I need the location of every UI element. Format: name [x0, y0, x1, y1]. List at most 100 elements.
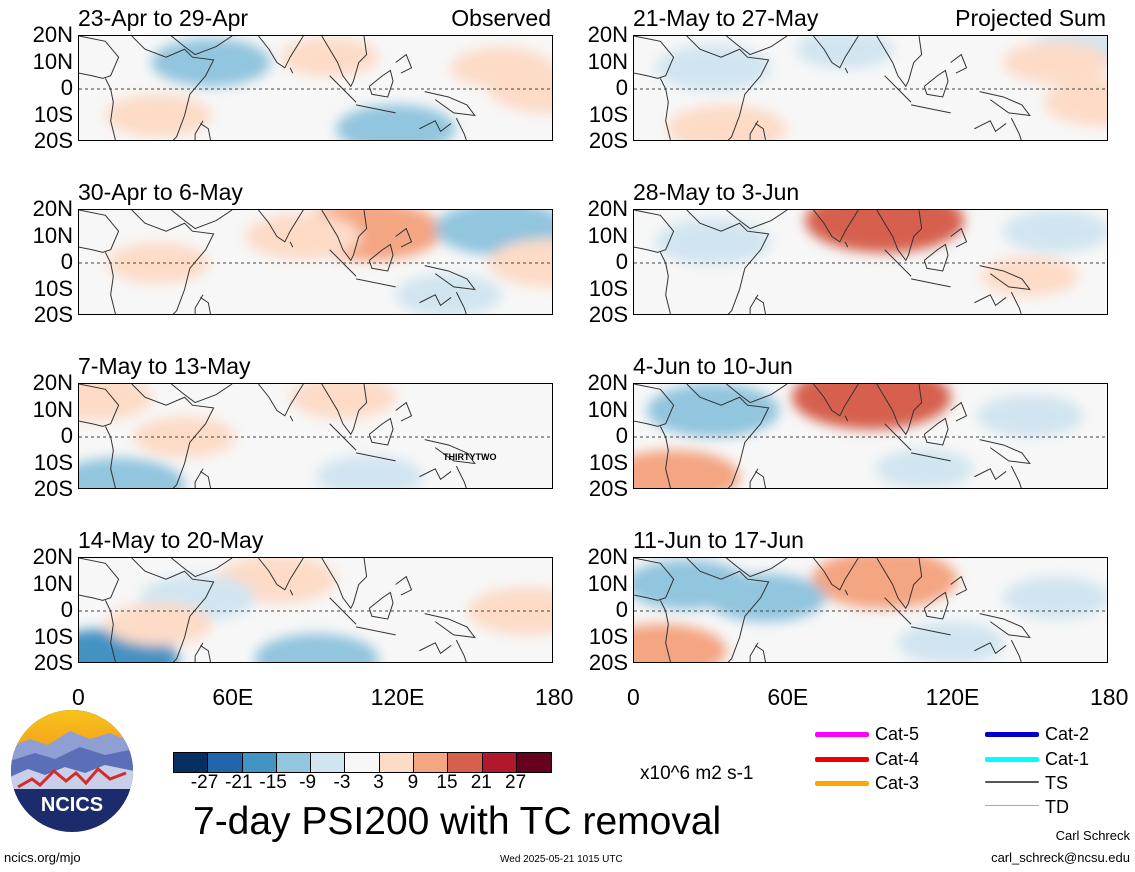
coastline: [194, 642, 204, 662]
colorbar-swatch: [345, 753, 380, 772]
legend-label: TD: [1045, 797, 1069, 817]
coastline: [395, 227, 413, 248]
coastline: [200, 471, 212, 488]
anomaly-blob: [133, 416, 236, 458]
coastline: [329, 75, 357, 103]
coastline: [910, 626, 951, 636]
coastline: [289, 415, 294, 422]
anomaly-blob: [666, 104, 787, 140]
coastline: [424, 91, 476, 117]
coastline: [844, 415, 849, 422]
coastline: [355, 626, 396, 636]
colorbar-tick-label: 27: [505, 772, 527, 793]
coastline: [813, 558, 859, 591]
coastline: [659, 78, 671, 140]
coastline: [686, 384, 770, 488]
coastline: [974, 120, 1007, 133]
map-panel-right-1: [633, 35, 1108, 141]
coastline: [979, 439, 1031, 465]
ncics-logo: NCICS: [10, 709, 134, 833]
colorbar-swatch: [242, 753, 277, 772]
anomaly-blob: [280, 37, 379, 77]
panel-tag: Observed: [451, 5, 551, 31]
coastline: [329, 423, 357, 451]
coastline: [979, 91, 1031, 117]
psi-field-map: [634, 558, 1107, 662]
anomaly-blob: [488, 64, 552, 114]
coastline: [79, 558, 120, 601]
lat-tick-label: 10S: [588, 101, 628, 127]
coastline: [104, 78, 116, 140]
panel-title: 7-May to 13-May: [78, 353, 251, 379]
colorbar-swatch: [414, 753, 449, 772]
coastline: [1010, 465, 1022, 488]
anomaly-blob: [1043, 78, 1107, 127]
colorbar-swatch: [379, 753, 415, 772]
coastline: [79, 36, 120, 79]
colorbar-tick-label: -9: [299, 772, 317, 793]
coastline: [749, 468, 759, 488]
lat-tick-label: 10N: [587, 48, 628, 74]
panel-tag: Projected Sum: [955, 5, 1106, 31]
lat-tick-label: 20N: [32, 544, 73, 569]
panel-title: 28-May to 3-Jun: [633, 179, 800, 205]
coastline: [1010, 639, 1022, 662]
anomaly-blob: [1003, 576, 1107, 620]
coastline: [813, 384, 859, 417]
anomaly-blob: [79, 384, 152, 422]
coastline: [368, 69, 394, 98]
legend-label: TS: [1045, 773, 1069, 793]
anomaly-blob: [634, 449, 740, 488]
coastline: [200, 645, 212, 662]
anomaly-blob: [488, 238, 552, 288]
coastline: [194, 468, 204, 488]
coastline: [910, 452, 951, 462]
anomaly-blob: [897, 621, 1004, 662]
coastline: [419, 294, 452, 307]
coastline: [813, 210, 859, 243]
colorbar-swatch: [516, 753, 552, 772]
panel-title: 14-May to 20-May: [78, 527, 264, 553]
coastline: [884, 597, 912, 625]
logo-text: NCICS: [41, 794, 103, 816]
anomaly-blob: [976, 394, 1084, 438]
coastline: [355, 452, 396, 462]
coastline: [659, 426, 671, 488]
psi-field-map: [634, 36, 1107, 140]
lat-tick-label: 10N: [32, 222, 73, 248]
lat-tick-label: 20S: [588, 476, 628, 501]
footer-author: Carl Schreck: [1055, 828, 1130, 843]
coastline: [979, 265, 1031, 291]
coastline: [876, 558, 923, 610]
legend-line-cat-4: [815, 757, 869, 762]
coastline: [258, 36, 304, 69]
legend-line-cat-5: [815, 732, 869, 737]
coastline: [368, 417, 394, 446]
coastline: [200, 123, 212, 140]
anomaly-blob: [79, 457, 185, 488]
coastline: [923, 591, 949, 620]
anomaly-blob: [981, 256, 1079, 296]
coastline: [726, 210, 788, 230]
coastline: [659, 252, 671, 314]
psi-field-map: [79, 384, 552, 488]
anomaly-blob: [796, 36, 894, 69]
colorbar-tick-label: 15: [436, 772, 458, 793]
coastline: [131, 558, 215, 662]
colorbar-swatch: [208, 753, 243, 772]
psi-field-map: [79, 210, 552, 314]
lat-tick-label: 10N: [587, 570, 628, 596]
legend-line-cat-3: [815, 781, 869, 786]
anomaly-blob: [791, 384, 952, 430]
coastline: [171, 210, 233, 230]
coastline: [884, 75, 912, 103]
lon-tick-label: 120E: [370, 684, 425, 710]
coastline: [974, 468, 1007, 481]
legend-label: Cat-2: [1045, 724, 1090, 744]
coastline: [329, 249, 357, 277]
anomaly-blob: [1003, 210, 1107, 253]
anomaly-blob: [634, 623, 727, 662]
lat-tick-label: 20N: [32, 196, 73, 221]
coastline: [755, 297, 767, 314]
coastline: [884, 423, 912, 451]
